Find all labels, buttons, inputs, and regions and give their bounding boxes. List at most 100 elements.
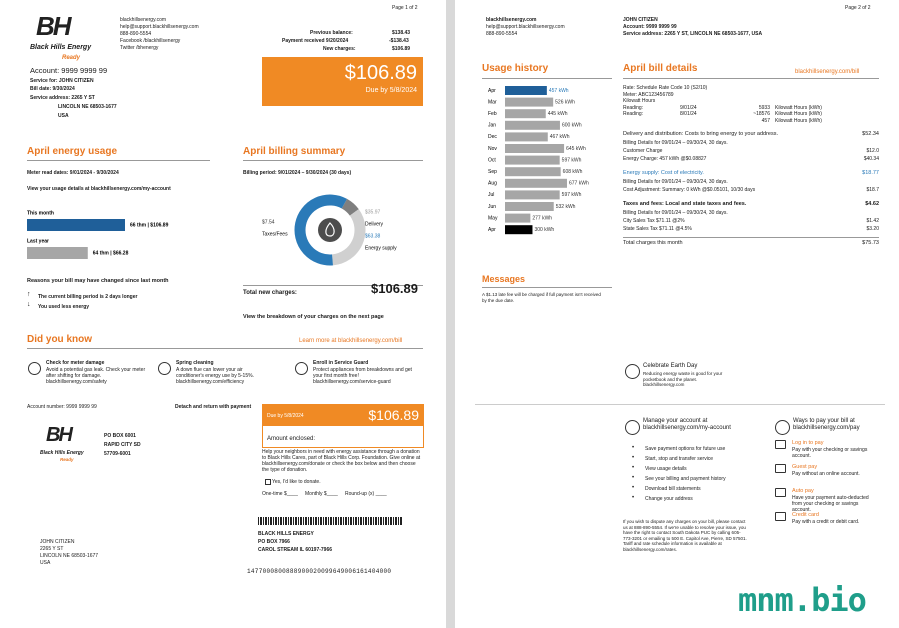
detail-amount: $52.34 <box>862 131 879 137</box>
manage-item: Save payment options for future use <box>645 446 726 452</box>
detail-heading: Energy supply: Cost of electricity. <box>623 170 704 176</box>
watermark: mnm.bio <box>738 581 867 619</box>
pay-option: Log in to pay <box>792 440 824 446</box>
contact: help@support.blackhillsenergy.com <box>486 24 565 30</box>
checkbox[interactable] <box>265 479 271 485</box>
detail-row: Cost Adjustment: Summary: 0 kWh @$0.0510… <box>623 187 756 193</box>
detail-heading: Delivery and distribution: Costs to brin… <box>623 131 778 137</box>
manage-title: Manage your account at blackhillsenergy.… <box>643 418 731 431</box>
detail-row-amount: $12.0 <box>866 148 879 154</box>
amount-enclosed[interactable]: Amount enclosed: <box>267 436 316 442</box>
due-date: Due by 5/8/2024 <box>365 87 417 94</box>
bullet: • <box>632 455 635 461</box>
rule <box>623 237 879 238</box>
donation-type: Monthly $____ <box>305 491 338 497</box>
contact: 888-890-5554 <box>120 31 152 37</box>
detail-row: Billing Details for 09/01/24 – 09/30/24,… <box>623 179 728 185</box>
meter-info: Kilowatt Hours <box>623 98 656 104</box>
customer-address: JOHN CITIZEN <box>40 539 75 545</box>
payee-address: CAROL STREAM IL 60197-7966 <box>258 547 333 553</box>
payee-address: PO BOX 7966 <box>258 539 290 545</box>
earth-day-title: Celebrate Earth Day <box>643 363 698 369</box>
service-for: Service for: JOHN CITIZEN <box>30 78 94 84</box>
section-title: April bill details <box>623 63 698 74</box>
logo-tagline: Ready <box>60 457 74 462</box>
customer: Account: 9999 9999 99 <box>623 24 677 30</box>
balance-value: $106.89 <box>392 46 411 52</box>
detail-row-amount: $40.34 <box>863 156 879 162</box>
rule <box>482 287 612 288</box>
stub-account: Account number: 9999 9999 99 <box>27 404 97 410</box>
rule <box>27 160 210 161</box>
reading: 5933 <box>758 104 770 111</box>
reasons-title: Reasons your bill may have changed since… <box>27 278 169 284</box>
service-address: Service address: 2265 Y ST <box>30 95 95 101</box>
learn-more[interactable]: Learn more at blackhillsenergy.com/bill <box>299 338 403 344</box>
section-title: April billing summary <box>243 146 346 157</box>
total-label: Total new charges: <box>243 290 297 296</box>
page-number: Page 2 of 2 <box>845 5 871 11</box>
icon <box>295 362 308 375</box>
detail-row: City Sales Tax $71.11 @2% <box>623 218 685 224</box>
detail-row-amount: $18.7 <box>866 187 879 193</box>
remit-address: RAPID CITY SD <box>104 442 141 448</box>
payee-address: BLACK HILLS ENERGY <box>258 531 314 537</box>
reading: Kilowatt Hours (kWh) <box>775 104 822 111</box>
donation-type: Round-up (x) ____ <box>345 491 387 497</box>
meter-info: Meter: ABC123456789 <box>623 91 674 98</box>
total-label: Total charges this month <box>623 240 683 246</box>
balance-label: Payment received 9/20/2024 <box>282 38 349 44</box>
due-box: $106.89 Due by 5/8/2024 <box>262 57 423 106</box>
bullet: • <box>632 475 635 481</box>
icon <box>775 488 786 497</box>
remit-address: 57709-6001 <box>104 451 131 457</box>
rule <box>623 78 879 79</box>
pay-text: Pay with your checking or savings accoun… <box>792 447 868 459</box>
detail-row: Billing Details for 09/01/24 – 09/30/24,… <box>623 210 728 216</box>
section-title: April energy usage <box>27 146 118 157</box>
service-address: USA <box>58 113 69 119</box>
service-address: LINCOLN NE 68503-1677 <box>58 104 117 110</box>
detail-row: State Sales Tax $71.11 @4.5% <box>623 226 692 232</box>
help-text: If you wish to dispute any charges on yo… <box>623 519 747 552</box>
detail-amount: $4.62 <box>865 201 879 207</box>
bill-link[interactable]: blackhillsenergy.com/bill <box>795 69 860 75</box>
meter-dates: Meter read dates: 9/01/2024 - 9/30/2024 <box>27 170 119 176</box>
detail-amount: $18.77 <box>862 170 879 176</box>
contact: Twitter /bhenergy <box>120 45 159 51</box>
pay-option: Guest pay <box>792 464 818 470</box>
icon <box>775 464 786 473</box>
manage-item: View usage details <box>645 466 687 472</box>
payment-box: Due by 5/8/2024 $106.89 Amount enclosed: <box>262 404 424 448</box>
rule <box>243 160 423 161</box>
pay-text: Pay without an online account. <box>792 471 860 477</box>
rule <box>482 78 612 79</box>
contact: blackhillsenergy.com <box>120 17 167 23</box>
bill-date: Bill date: 9/30/2024 <box>30 86 75 92</box>
contact: Facebook /blackhillsenergy <box>120 38 181 44</box>
customer-address: USA <box>40 560 51 566</box>
barcode <box>258 517 402 525</box>
section-title: Messages <box>482 274 526 284</box>
reading: Reading: <box>623 111 644 117</box>
icon <box>775 420 790 435</box>
section-title: Usage history <box>482 63 549 74</box>
message: A $1.13 late fee will be charged if full… <box>482 292 601 303</box>
detail-row-amount: $1.42 <box>866 218 879 224</box>
detach: Detach and return with payment <box>175 404 252 410</box>
logo-name: Black Hills Energy <box>30 44 92 51</box>
detail-heading: Taxes and fees: Local and state taxes an… <box>623 201 747 207</box>
bullet: • <box>632 445 635 451</box>
donation-type: One-time $____ <box>262 491 298 497</box>
pay-text: Have your payment auto-deducted from you… <box>792 495 869 513</box>
remit-address: PO BOX 6001 <box>104 433 136 439</box>
reading: Kilowatt Hours (kWh) <box>775 117 822 124</box>
page-2: Page 2 of 2 blackhillsenergy.com help@su… <box>455 0 899 628</box>
reason: You used less energy <box>38 304 90 310</box>
contact: 888-890-5554 <box>486 31 518 37</box>
tip-title: Enroll in Service Guard <box>313 360 369 366</box>
reading: Kilowatt Hours (kWh) <box>775 111 822 117</box>
reading: 457 <box>761 117 770 124</box>
customer-address: LINCOLN NE 68503-1677 <box>40 553 99 559</box>
